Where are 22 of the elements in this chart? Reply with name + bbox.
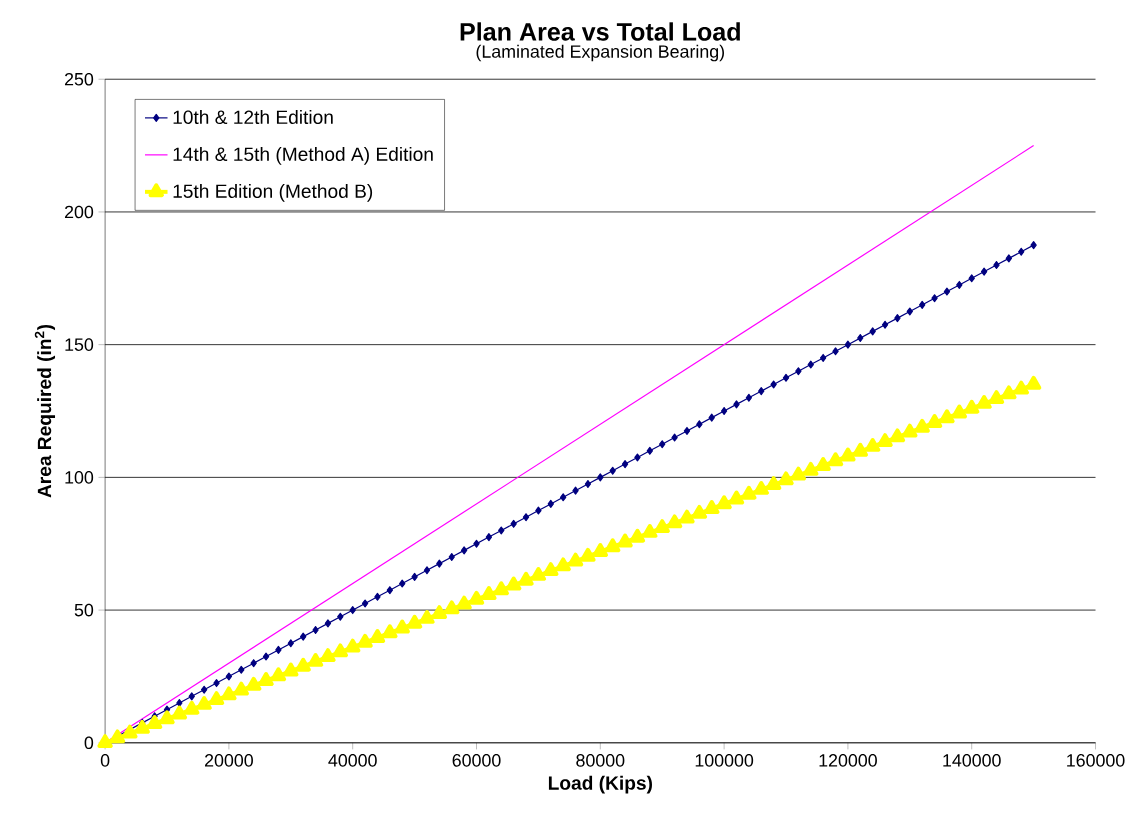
legend-label: 10th & 12th Edition bbox=[173, 109, 333, 124]
chart-subtitle: (Laminated Expansion Bearing) bbox=[476, 44, 724, 62]
y-tick-label: 200 bbox=[64, 205, 94, 219]
x-tick-label: 0 bbox=[100, 754, 110, 767]
x-tick-label: 160000 bbox=[1067, 754, 1125, 767]
y-tick-label: 50 bbox=[74, 603, 94, 617]
y-tick-label: 0 bbox=[84, 736, 94, 750]
legend-label: 15th Edition (Method B) bbox=[173, 183, 373, 202]
x-tick-label: 20000 bbox=[205, 754, 253, 767]
x-tick-label: 120000 bbox=[819, 754, 877, 767]
y-tick-label: 150 bbox=[65, 338, 94, 351]
x-tick-label: 100000 bbox=[695, 754, 754, 767]
x-tick-label: 80000 bbox=[576, 754, 625, 767]
x-tick-label: 140000 bbox=[943, 754, 1001, 767]
chart-title: Plan Area vs Total Load bbox=[460, 22, 740, 41]
y-axis-title: Area Required (in$^{2}$) bbox=[34, 324, 56, 498]
y-tick-label: 100 bbox=[65, 471, 94, 484]
y-tick-label: 250 bbox=[64, 72, 94, 86]
legend-label: 14th & 15th (Method A) Edition bbox=[173, 146, 433, 165]
x-axis-title: Load (Kips) bbox=[548, 775, 652, 794]
x-tick-label: 60000 bbox=[452, 754, 501, 767]
x-tick-label: 40000 bbox=[328, 754, 377, 767]
